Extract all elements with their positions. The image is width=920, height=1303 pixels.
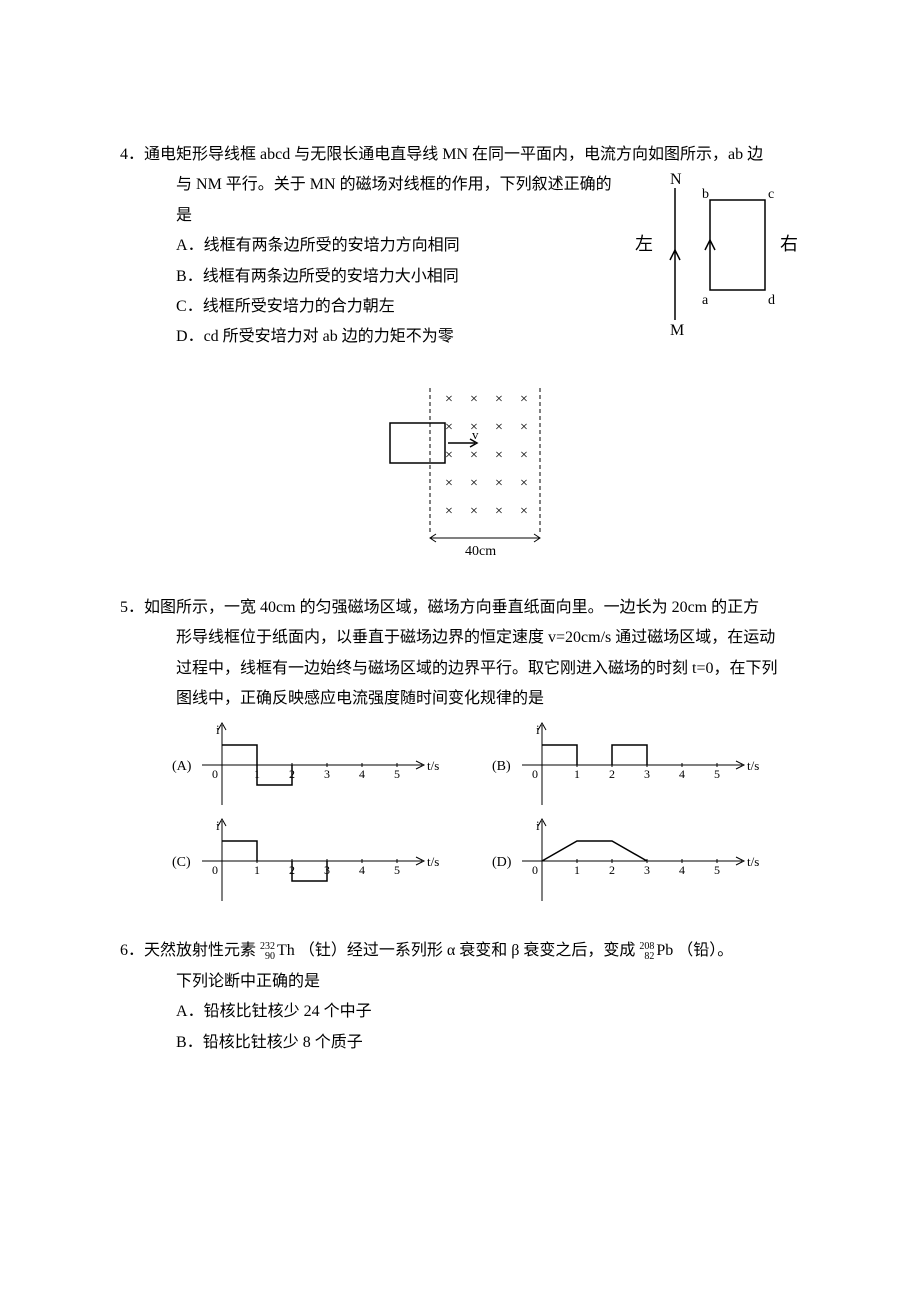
svg-text:4: 4 — [679, 863, 685, 877]
q5-field-figure: ×××× ×××× ×××× ×××× ×××× v 40cm — [120, 383, 800, 563]
svg-text:t/s: t/s — [427, 758, 439, 773]
svg-text:×: × — [470, 476, 478, 491]
question-4: 4． 通电矩形导线框 abcd 与无限长通电直导线 MN 在同一平面内，电流方向… — [120, 140, 800, 353]
svg-text:×: × — [520, 448, 528, 463]
svg-text:4: 4 — [359, 863, 365, 877]
svg-text:(B): (B) — [492, 759, 511, 774]
q6-option-A: A．铅核比钍核少 24 个中子 — [176, 997, 800, 1027]
svg-text:t/s: t/s — [747, 758, 759, 773]
svg-text:×: × — [520, 392, 528, 407]
svg-text:1: 1 — [574, 767, 580, 781]
svg-text:3: 3 — [324, 767, 330, 781]
q6-stem-mid1: （钍）经过一系列形 α 衰变和 β 衰变之后，变成 — [299, 942, 640, 959]
q5-number: 5． — [120, 593, 144, 623]
label-N: N — [670, 171, 682, 188]
label-right: 右 — [780, 234, 798, 254]
q5-stem-line4: 图线中，正确反映感应电流强度随时间变化规律的是 — [144, 684, 800, 714]
q4-figure: N M b c a d 左 右 — [630, 170, 800, 351]
svg-text:i: i — [216, 722, 220, 737]
svg-text:×: × — [470, 392, 478, 407]
svg-text:×: × — [495, 504, 503, 519]
svg-text:i: i — [536, 722, 540, 737]
q6-option-B: B．铅核比钍核少 8 个质子 — [176, 1028, 800, 1058]
svg-text:×: × — [470, 448, 478, 463]
isotope-th: 232 90 Th — [260, 936, 295, 966]
svg-text:t/s: t/s — [747, 854, 759, 869]
svg-text:×: × — [495, 420, 503, 435]
svg-text:0: 0 — [212, 767, 218, 781]
svg-text:×: × — [520, 476, 528, 491]
svg-text:×: × — [470, 504, 478, 519]
svg-text:×: × — [445, 420, 453, 435]
q5-stem-line2: 形导线框位于纸面内，以垂直于磁场边界的恒定速度 v=20cm/s 通过磁场区域，… — [144, 623, 800, 653]
svg-text:3: 3 — [644, 863, 650, 877]
svg-text:×: × — [495, 476, 503, 491]
svg-text:4: 4 — [679, 767, 685, 781]
q6-number: 6． — [120, 936, 144, 966]
q5-graphs-row2: (C) i t/s 0 1 2 3 4 5 — [144, 816, 800, 906]
svg-text:0: 0 — [532, 863, 538, 877]
label-d: d — [768, 293, 775, 308]
q4-number: 4． — [120, 140, 144, 170]
q6-stem-mid2: （铅）。 — [677, 942, 733, 959]
crosses-grid: ×××× ×××× ×××× ×××× ×××× — [445, 392, 528, 519]
q6-options: A．铅核比钍核少 24 个中子 B．铅核比钍核少 8 个质子 — [144, 997, 800, 1058]
graph-C: (C) i t/s 0 1 2 3 4 5 — [172, 816, 452, 906]
svg-text:(A): (A) — [172, 759, 192, 774]
graph-D: (D) i t/s 0 1 2 3 4 5 — [492, 816, 772, 906]
svg-text:1: 1 — [254, 863, 260, 877]
svg-text:0: 0 — [212, 863, 218, 877]
svg-text:×: × — [520, 420, 528, 435]
svg-text:3: 3 — [644, 767, 650, 781]
graph-B: (B) i t/s 0 1 2 3 4 5 — [492, 720, 772, 810]
width-label: 40cm — [465, 544, 496, 559]
label-b: b — [702, 187, 709, 202]
svg-text:2: 2 — [609, 767, 615, 781]
svg-text:5: 5 — [714, 767, 720, 781]
svg-text:1: 1 — [574, 863, 580, 877]
svg-text:×: × — [495, 392, 503, 407]
question-6: 6． 天然放射性元素 232 90 Th （钍）经过一系列形 α 衰变和 β 衰… — [120, 936, 800, 1058]
svg-text:×: × — [445, 504, 453, 519]
svg-text:(C): (C) — [172, 855, 191, 870]
svg-text:4: 4 — [359, 767, 365, 781]
question-5: 5． 如图所示，一宽 40cm 的匀强磁场区域，磁场方向垂直纸面向里。一边长为 … — [120, 593, 800, 907]
label-c: c — [768, 187, 774, 202]
q5-stem-line1: 如图所示，一宽 40cm 的匀强磁场区域，磁场方向垂直纸面向里。一边长为 20c… — [144, 599, 759, 616]
q5-graphs-row1: (A) i t/s 0 1 2 3 4 5 — [144, 720, 800, 810]
svg-text:×: × — [445, 476, 453, 491]
v-label: v — [472, 427, 479, 442]
svg-text:5: 5 — [714, 863, 720, 877]
svg-text:t/s: t/s — [427, 854, 439, 869]
graph-A: (A) i t/s 0 1 2 3 4 5 — [172, 720, 452, 810]
label-M: M — [670, 322, 684, 339]
svg-text:×: × — [445, 392, 453, 407]
q5-stem-line3: 过程中，线框有一边始终与磁场区域的边界平行。取它刚进入磁场的时刻 t=0，在下列 — [144, 654, 800, 684]
svg-text:×: × — [495, 448, 503, 463]
q6-stem-pre: 天然放射性元素 — [144, 942, 260, 959]
svg-text:0: 0 — [532, 767, 538, 781]
svg-text:2: 2 — [609, 863, 615, 877]
isotope-pb: 208 82 Pb — [639, 936, 673, 966]
svg-text:i: i — [216, 818, 220, 833]
svg-text:×: × — [520, 504, 528, 519]
q6-stem-line2: 下列论断中正确的是 — [144, 967, 800, 997]
svg-text:(D): (D) — [492, 855, 512, 870]
svg-text:i: i — [536, 818, 540, 833]
svg-text:5: 5 — [394, 863, 400, 877]
label-left: 左 — [635, 234, 653, 254]
svg-text:×: × — [445, 448, 453, 463]
q4-stem-line1: 通电矩形导线框 abcd 与无限长通电直导线 MN 在同一平面内，电流方向如图所… — [144, 146, 763, 163]
svg-text:5: 5 — [394, 767, 400, 781]
label-a: a — [702, 293, 709, 308]
